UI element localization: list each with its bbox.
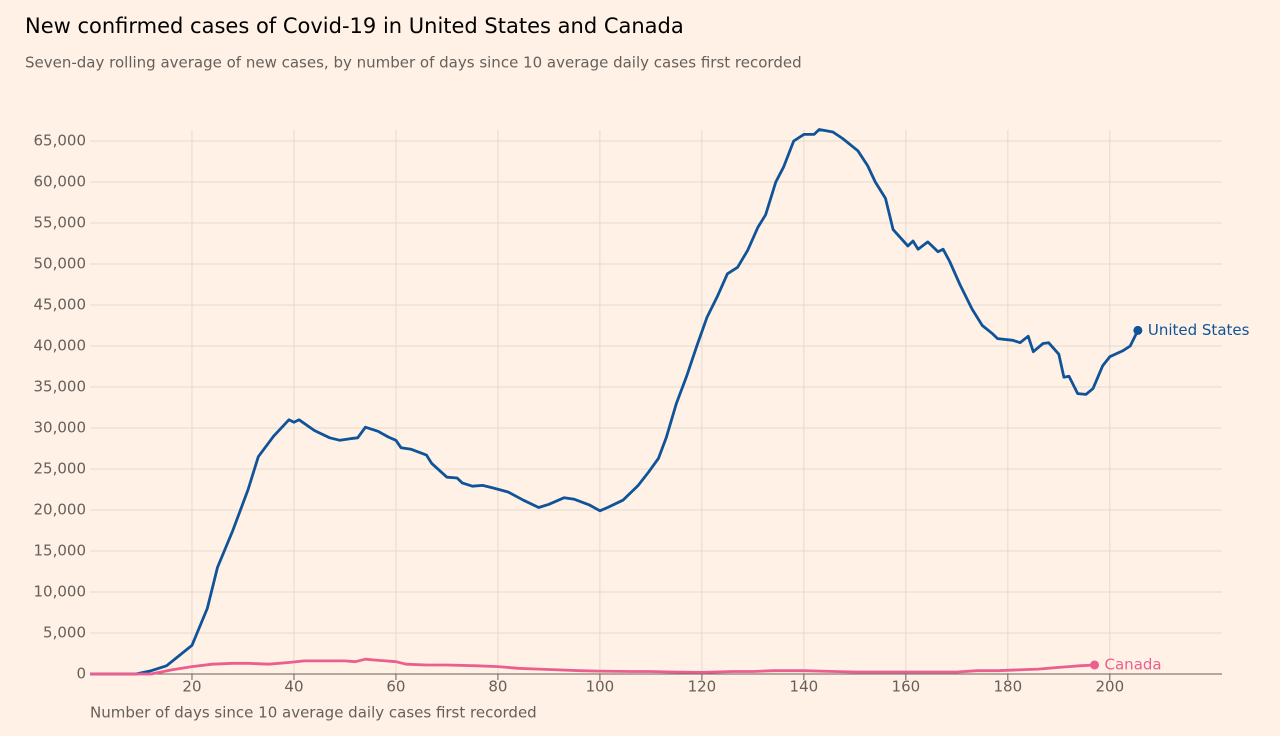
y-tick-label: 20,000: [34, 501, 87, 519]
series-line: [90, 657, 1095, 676]
x-tick-label: 200: [1095, 678, 1124, 696]
x-axis-label: Number of days since 10 average daily ca…: [90, 704, 537, 722]
y-tick-label: 10,000: [34, 583, 87, 601]
chart-subtitle: Seven-day rolling average of new cases, …: [25, 54, 802, 72]
y-tick-label: 50,000: [34, 255, 87, 273]
x-tick-label: 100: [586, 678, 615, 696]
x-tick-label: 40: [284, 678, 303, 696]
end-dot: [1133, 325, 1143, 335]
y-tick-label: 45,000: [34, 296, 87, 314]
y-tick-label: 40,000: [34, 337, 87, 355]
y-tick-label: 35,000: [34, 378, 87, 396]
chart-title: New confirmed cases of Covid-19 in Unite…: [25, 14, 684, 38]
x-tick-label: 80: [488, 678, 507, 696]
y-tick-label: 30,000: [34, 419, 87, 437]
x-tick-label: 180: [994, 678, 1023, 696]
y-tick-label: 25,000: [34, 460, 87, 478]
series-line: [90, 128, 1140, 676]
y-tick-label: 65,000: [34, 132, 87, 150]
x-tick-label: 140: [790, 678, 819, 696]
x-tick-label: 60: [386, 678, 405, 696]
x-tick-label: 160: [892, 678, 921, 696]
series-label: Canada: [1105, 655, 1162, 673]
y-tick-label: 0: [76, 665, 86, 683]
series-label: United States: [1148, 321, 1250, 339]
y-tick-label: 60,000: [34, 173, 87, 191]
y-tick-label: 15,000: [34, 542, 87, 560]
y-tick-label: 5,000: [43, 624, 86, 642]
x-tick-label: 120: [688, 678, 717, 696]
y-tick-label: 55,000: [34, 214, 87, 232]
end-dot: [1090, 660, 1100, 670]
x-tick-label: 20: [182, 678, 201, 696]
